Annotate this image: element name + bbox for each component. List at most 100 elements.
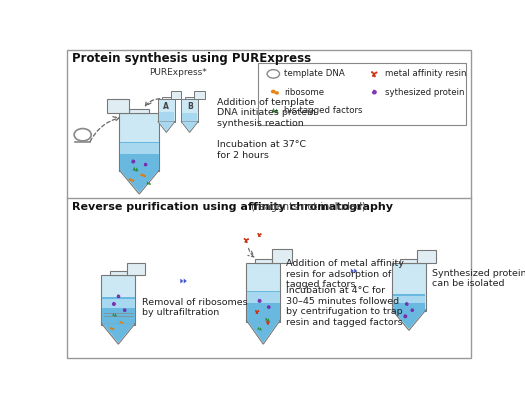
FancyBboxPatch shape	[246, 263, 280, 322]
Polygon shape	[259, 327, 262, 330]
Text: ribosome: ribosome	[284, 88, 324, 97]
Polygon shape	[354, 269, 358, 274]
FancyBboxPatch shape	[101, 275, 135, 325]
Text: Incubation at 37°C
for 2 hours: Incubation at 37°C for 2 hours	[217, 140, 306, 160]
Ellipse shape	[275, 91, 279, 95]
Polygon shape	[119, 170, 160, 194]
Text: Synthesized protein
can be isolated: Synthesized protein can be isolated	[432, 269, 525, 288]
FancyBboxPatch shape	[272, 249, 292, 263]
Circle shape	[258, 310, 259, 312]
Text: (reagents not included): (reagents not included)	[248, 202, 366, 213]
Ellipse shape	[110, 327, 112, 329]
Bar	[258, 63, 466, 125]
Circle shape	[267, 323, 268, 324]
Polygon shape	[114, 314, 117, 316]
Bar	[247, 291, 279, 320]
Polygon shape	[247, 320, 279, 343]
Circle shape	[256, 312, 257, 314]
Bar	[185, 97, 194, 99]
Bar	[110, 271, 127, 275]
FancyBboxPatch shape	[108, 99, 129, 113]
Bar	[129, 109, 149, 113]
Bar	[393, 294, 425, 310]
Circle shape	[258, 234, 260, 236]
Circle shape	[245, 241, 246, 243]
Circle shape	[371, 71, 373, 74]
Circle shape	[246, 241, 248, 243]
FancyBboxPatch shape	[119, 113, 160, 171]
Ellipse shape	[119, 321, 122, 323]
Circle shape	[255, 310, 257, 311]
Ellipse shape	[131, 179, 134, 182]
Ellipse shape	[129, 178, 132, 181]
Polygon shape	[351, 269, 354, 274]
Polygon shape	[265, 318, 267, 320]
Text: Addition of template
DNA initiates protein
synthesis reaction: Addition of template DNA initiates prote…	[217, 98, 316, 128]
Ellipse shape	[140, 174, 144, 176]
Circle shape	[259, 236, 260, 237]
FancyBboxPatch shape	[194, 91, 205, 99]
Circle shape	[256, 311, 258, 313]
Bar	[182, 113, 197, 122]
Text: Addition of metal affinity
resin for adsorption of
tagged factors: Addition of metal affinity resin for ads…	[287, 259, 404, 289]
Ellipse shape	[271, 90, 276, 93]
Circle shape	[258, 236, 259, 237]
Text: Incubation at 4°C for
30–45 minutes followed
by centrifugation to trap
resin and: Incubation at 4°C for 30–45 minutes foll…	[287, 286, 403, 326]
FancyBboxPatch shape	[392, 263, 426, 311]
Polygon shape	[112, 313, 115, 316]
Circle shape	[372, 75, 374, 77]
FancyBboxPatch shape	[127, 263, 145, 275]
Ellipse shape	[112, 328, 114, 330]
Polygon shape	[267, 318, 270, 321]
Text: Protein synthesis using PURExpress: Protein synthesis using PURExpress	[72, 53, 311, 65]
Text: A: A	[163, 102, 169, 112]
Polygon shape	[148, 182, 151, 185]
Polygon shape	[184, 278, 187, 284]
Polygon shape	[102, 323, 134, 343]
Text: B: B	[187, 102, 193, 112]
Bar	[255, 259, 272, 263]
Polygon shape	[146, 181, 149, 184]
Polygon shape	[257, 326, 260, 330]
Bar	[162, 97, 171, 99]
Polygon shape	[182, 122, 197, 131]
Polygon shape	[133, 167, 136, 170]
Circle shape	[257, 233, 259, 234]
Text: PURExpress*: PURExpress*	[149, 68, 207, 77]
Polygon shape	[181, 122, 198, 133]
Circle shape	[244, 238, 246, 240]
FancyBboxPatch shape	[417, 250, 436, 263]
Circle shape	[245, 239, 247, 241]
Circle shape	[268, 323, 269, 324]
Bar	[120, 143, 159, 154]
Text: his-tagged factors: his-tagged factors	[284, 106, 363, 116]
Circle shape	[374, 75, 376, 77]
Circle shape	[373, 72, 375, 75]
Circle shape	[266, 321, 267, 322]
Polygon shape	[392, 310, 426, 330]
Circle shape	[257, 313, 258, 314]
Circle shape	[247, 238, 249, 240]
Bar	[401, 259, 417, 263]
Polygon shape	[271, 107, 275, 112]
FancyBboxPatch shape	[171, 91, 182, 99]
Polygon shape	[159, 122, 174, 131]
Bar	[158, 99, 175, 122]
Bar	[247, 292, 279, 303]
Bar	[102, 299, 134, 308]
Bar	[102, 297, 134, 323]
Ellipse shape	[143, 175, 146, 177]
Polygon shape	[246, 320, 280, 344]
Ellipse shape	[121, 322, 123, 324]
Bar	[159, 112, 174, 122]
Polygon shape	[101, 323, 135, 344]
Circle shape	[267, 322, 269, 324]
Text: metal affinity resin: metal affinity resin	[385, 69, 466, 78]
Polygon shape	[180, 278, 183, 284]
Polygon shape	[275, 109, 279, 113]
Bar	[120, 142, 159, 170]
Polygon shape	[158, 122, 175, 133]
Polygon shape	[135, 167, 139, 171]
Text: sythesized protein: sythesized protein	[385, 88, 465, 97]
Circle shape	[269, 321, 270, 322]
